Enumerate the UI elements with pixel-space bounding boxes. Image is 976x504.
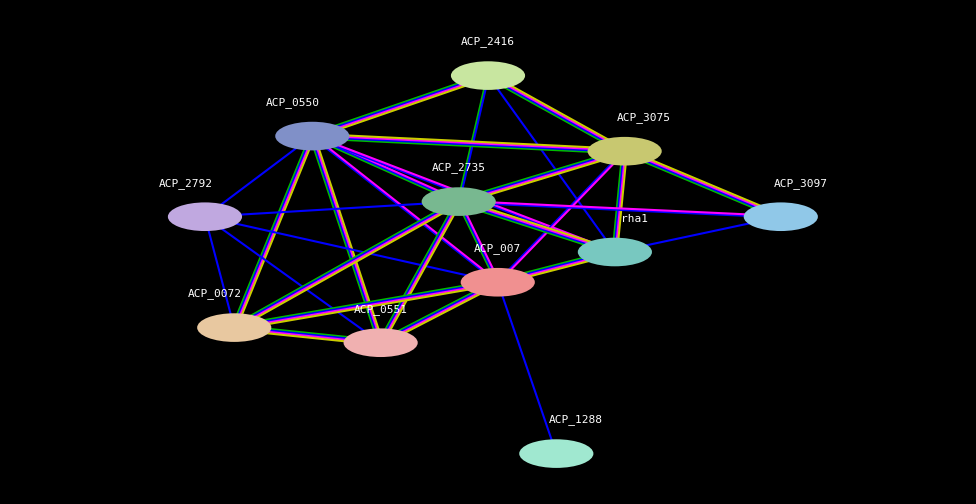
Ellipse shape — [197, 313, 271, 342]
Text: rha1: rha1 — [621, 214, 648, 224]
Ellipse shape — [588, 137, 662, 165]
Text: ACP_0550: ACP_0550 — [265, 97, 320, 108]
Text: ACP_3097: ACP_3097 — [773, 177, 828, 188]
Ellipse shape — [578, 238, 652, 266]
Ellipse shape — [344, 329, 418, 357]
Text: ACP_3075: ACP_3075 — [617, 112, 671, 123]
Ellipse shape — [744, 203, 818, 231]
Ellipse shape — [519, 439, 593, 468]
Text: ACP_0072: ACP_0072 — [187, 288, 242, 299]
Ellipse shape — [461, 268, 535, 296]
Text: ACP_0551: ACP_0551 — [353, 303, 408, 314]
Ellipse shape — [422, 187, 496, 216]
Text: ACP_2792: ACP_2792 — [158, 177, 213, 188]
Ellipse shape — [451, 61, 525, 90]
Text: ACP_007: ACP_007 — [474, 243, 521, 254]
Text: ACP_2416: ACP_2416 — [461, 36, 515, 47]
Text: ACP_2735: ACP_2735 — [431, 162, 486, 173]
Text: ACP_1288: ACP_1288 — [549, 414, 603, 425]
Ellipse shape — [168, 203, 242, 231]
Ellipse shape — [275, 122, 349, 150]
